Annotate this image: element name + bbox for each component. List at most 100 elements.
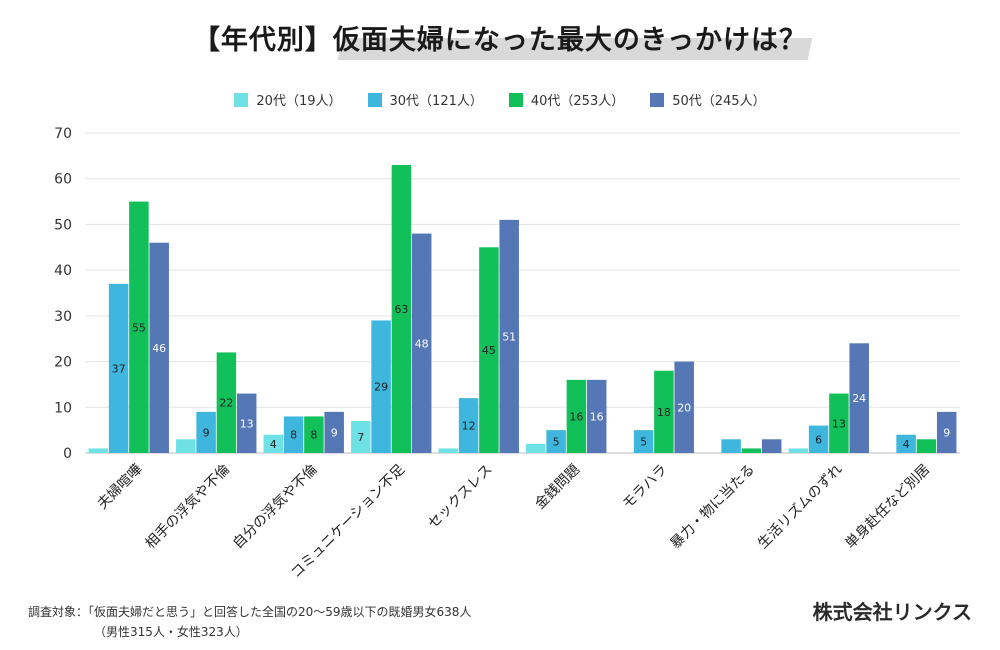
legend-item-1: 20代（19人）: [234, 90, 342, 109]
legend: 20代（19人） 30代（121人） 40代（253人） 50代（245人）: [0, 90, 1000, 109]
x-tick-label: 暴力・物に当たる: [668, 462, 759, 553]
data-label: 9: [331, 426, 338, 439]
bar: [633, 430, 654, 453]
y-tick-label: 40: [54, 263, 72, 279]
x-tick-label: 相手の浮気や不倫: [143, 462, 234, 553]
data-label: 6: [815, 433, 822, 446]
x-tick-label: セックスレス: [425, 462, 495, 532]
data-label: 13: [240, 417, 254, 430]
data-label: 16: [569, 410, 583, 423]
bar: [438, 448, 459, 453]
x-tick-label: 夫婦喧嘩: [94, 461, 146, 513]
data-label: 5: [553, 436, 560, 449]
footnote: 調査対象：「仮面夫婦だと思う」と回答した全国の20〜59歳以下の既婚男女638人…: [28, 602, 471, 642]
bar: [526, 443, 546, 453]
bar: [391, 165, 412, 453]
data-label: 63: [394, 303, 408, 316]
bar: [849, 343, 869, 453]
data-label: 24: [852, 392, 866, 405]
x-tick-label: 生活リズムのずれ: [755, 462, 846, 553]
y-tick-label: 30: [54, 309, 72, 325]
data-label: 8: [290, 429, 297, 442]
data-label: 7: [357, 431, 364, 444]
bar: [761, 439, 782, 453]
bar: [936, 411, 957, 453]
legend-item-3: 40代（253人）: [508, 90, 625, 109]
data-label: 12: [462, 420, 476, 433]
data-label: 18: [657, 406, 671, 419]
bar: [479, 247, 499, 453]
bar: [176, 439, 196, 453]
bar: [236, 393, 257, 453]
legend-label: 40代（253人）: [530, 94, 625, 109]
bar: [304, 416, 324, 453]
bar: [88, 448, 109, 453]
bar: [283, 416, 304, 453]
y-tick-label: 70: [54, 126, 72, 142]
bar: [916, 439, 937, 453]
data-label: 46: [152, 342, 166, 355]
bar: [216, 352, 237, 453]
bar: [566, 379, 587, 453]
bar: [371, 320, 391, 453]
data-label: 48: [415, 337, 429, 350]
bar: [108, 283, 129, 453]
bar: [458, 398, 479, 453]
data-label: 13: [832, 417, 846, 430]
bar: [721, 439, 741, 453]
data-label: 51: [502, 330, 516, 343]
y-tick-label: 60: [54, 172, 72, 188]
legend-item-2: 30代（121人）: [367, 90, 483, 109]
bar: [546, 430, 566, 453]
data-label: 20: [677, 401, 691, 414]
footnote-line-1: 調査対象：「仮面夫婦だと思う」と回答した全国の20〜59歳以下の既婚男女638人: [28, 605, 472, 619]
data-label: 37: [112, 362, 126, 375]
y-tick-label: 10: [54, 400, 72, 416]
data-label: 4: [903, 438, 910, 451]
x-tick-label: 金銭問題: [532, 462, 583, 513]
legend-label: 50代（245人）: [672, 94, 766, 109]
data-label: 5: [640, 436, 647, 449]
data-label: 22: [219, 397, 233, 410]
bar: [499, 219, 519, 453]
bar: [788, 448, 809, 453]
title-container: 【年代別】仮面夫婦になった最大のきっかけは？: [0, 18, 1000, 57]
bar: [829, 393, 849, 453]
x-tick-label: モラハラ: [620, 462, 671, 513]
legend-label: 30代（121人）: [389, 94, 483, 109]
data-label: 9: [943, 426, 950, 439]
bar: [263, 434, 284, 453]
bar: [674, 361, 694, 453]
legend-swatch: [367, 92, 382, 107]
chart-title: 【年代別】仮面夫婦になった最大のきっかけは？: [192, 25, 808, 56]
company-name: 株式会社リンクス: [812, 600, 972, 624]
bar: [411, 233, 432, 453]
legend-swatch: [508, 92, 523, 107]
bar: [896, 434, 916, 453]
bar: [808, 425, 829, 453]
legend-item-4: 50代（245人）: [650, 90, 766, 109]
bar: [129, 201, 149, 453]
y-tick-label: 0: [63, 446, 72, 462]
data-label: 9: [203, 426, 210, 439]
bar: [741, 448, 762, 453]
y-tick-label: 20: [54, 355, 72, 371]
bar: [586, 379, 607, 453]
bar: [654, 370, 674, 453]
bar: [149, 242, 169, 453]
x-tick-label: 単身赴任など別居: [843, 462, 934, 553]
footnote-line-2: （男性315人・女性323人）: [94, 625, 248, 639]
legend-swatch: [234, 92, 249, 107]
legend-label: 20代（19人）: [256, 94, 342, 109]
bar: [324, 411, 344, 453]
data-label: 55: [132, 321, 146, 334]
bar: [196, 411, 216, 453]
data-label: 4: [270, 438, 277, 451]
x-tick-label: 自分の浮気や不倫: [230, 462, 321, 553]
legend-swatch: [650, 92, 665, 107]
y-tick-label: 50: [54, 217, 72, 233]
bar: [351, 421, 371, 453]
data-label: 16: [590, 410, 604, 423]
data-label: 45: [482, 344, 496, 357]
